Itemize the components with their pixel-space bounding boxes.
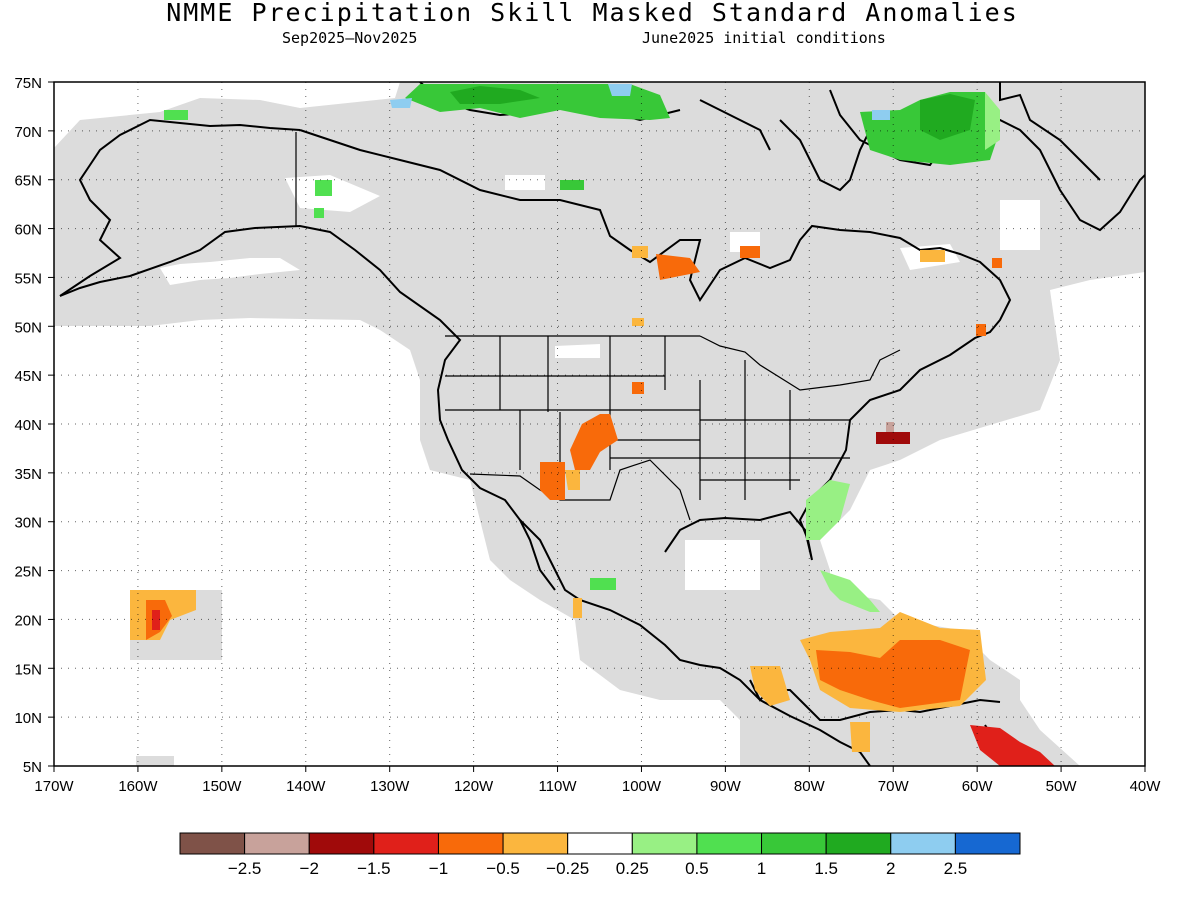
- greenland-wet-core: [920, 94, 975, 140]
- mid-atlantic-dry: [876, 432, 910, 444]
- lon-label: 60W: [962, 778, 994, 795]
- legend-swatch: [825, 832, 892, 855]
- mexico-wet: [590, 578, 616, 590]
- color-legend: −2.5 −2 −1.5 −1 −0.5 −0.25 0.25 0.5 1 1.5 2 2.5: [179, 832, 1021, 878]
- lon-label: 40W: [1130, 778, 1162, 795]
- season-label: Sep2025—Nov2025: [282, 29, 418, 47]
- arctic-ice-blue: [608, 84, 632, 96]
- legend-label: 2.5: [944, 859, 968, 878]
- lat-label: 25N: [14, 564, 42, 581]
- lat-label: 40N: [14, 417, 42, 434]
- lat-label: 75N: [14, 75, 42, 92]
- quebec-dry: [920, 250, 945, 262]
- panama-dry: [850, 722, 870, 752]
- manitoba-dry: [632, 318, 644, 326]
- lon-label: 110W: [538, 778, 577, 795]
- lon-label: 160W: [118, 778, 158, 795]
- legend-label: −0.25: [546, 859, 589, 878]
- lat-label: 35N: [14, 466, 42, 483]
- arctic-canada-wet-core: [450, 86, 540, 104]
- legend-swatch: [954, 832, 1021, 855]
- lat-label: 30N: [14, 515, 42, 532]
- legend-swatch: [244, 832, 310, 855]
- lon-label: 80W: [794, 778, 826, 795]
- lon-label: 130W: [370, 778, 410, 795]
- arctic-ice-blue-2: [390, 98, 412, 108]
- legend-swatch: [567, 832, 633, 855]
- yukon-wet: [315, 180, 332, 196]
- lon-label: 170W: [34, 778, 74, 795]
- southeast-us-wet: [806, 480, 850, 540]
- legend-label: 0.5: [685, 859, 709, 878]
- dakota-dry: [632, 382, 644, 394]
- hudson-dry: [656, 254, 700, 280]
- caribbean-dry-core: [816, 640, 970, 708]
- alaska-wet-1: [164, 110, 188, 120]
- lon-label: 120W: [454, 778, 494, 795]
- greenland-wet-light: [985, 92, 1000, 150]
- central-america-dry: [750, 666, 790, 706]
- anomaly-layer: [130, 84, 1055, 766]
- lat-label: 5N: [23, 759, 42, 776]
- legend-swatch: [373, 832, 439, 855]
- mexico-dry: [573, 598, 582, 618]
- political-borders: [295, 132, 901, 521]
- ontario-dry: [740, 246, 760, 258]
- lon-label: 70W: [878, 778, 910, 795]
- map-title: NMME Precipitation Skill Masked Standard…: [166, 0, 1019, 27]
- lat-label: 70N: [14, 124, 42, 141]
- southwest-us-dry: [570, 414, 618, 470]
- southwest-us-light: [565, 470, 580, 490]
- legend-label: 1.5: [814, 859, 838, 878]
- legend-label: 2: [886, 859, 895, 878]
- hudson-wet: [560, 180, 584, 190]
- newfoundland-dry: [976, 324, 986, 336]
- legend-swatch: [308, 832, 375, 855]
- lon-label: 100W: [622, 778, 662, 795]
- hawaii-very-dry: [152, 610, 160, 630]
- southwest-us-dry-2: [540, 462, 565, 500]
- greenland-ice: [872, 110, 890, 120]
- labrador-dry: [992, 258, 1002, 268]
- caribbean-wet: [820, 570, 880, 612]
- legend-label: −1: [429, 859, 448, 878]
- yukon-wet-2: [314, 208, 324, 218]
- lat-label: 15N: [14, 661, 42, 678]
- legend-label: −2.5: [228, 859, 262, 878]
- legend-swatch: [437, 832, 504, 855]
- legend-swatch: [761, 832, 827, 855]
- legend-swatch: [890, 832, 956, 855]
- legend-swatch: [179, 832, 246, 855]
- legend-swatch: [502, 832, 569, 855]
- lat-label: 10N: [14, 710, 42, 727]
- lat-label: 50N: [14, 319, 42, 336]
- hudson-dry-2: [632, 246, 648, 258]
- legend-label: 0.25: [616, 859, 649, 878]
- legend-label: −0.5: [486, 859, 520, 878]
- lat-label: 45N: [14, 368, 42, 385]
- venezuela-very-dry: [970, 725, 1055, 766]
- lon-label: 150W: [202, 778, 242, 795]
- legend-label: 1: [757, 859, 766, 878]
- legend-swatch: [696, 832, 763, 855]
- lat-label: 65N: [14, 173, 42, 190]
- latitude-labels: 75N 70N 65N 60N 55N 50N 45N 40N 35N 30N 25N 20N 15N 1…: [14, 75, 54, 776]
- unmasked-holes: [160, 175, 1040, 590]
- lat-label: 55N: [14, 270, 42, 287]
- legend-label: −1.5: [357, 859, 391, 878]
- lon-label: 140W: [286, 778, 326, 795]
- longitude-labels: 170W 160W 150W 140W 130W 120W 110W 100W 90W 80W 70…: [34, 766, 1161, 795]
- legend-swatch: [631, 832, 698, 855]
- lat-label: 20N: [14, 612, 42, 629]
- legend-label: −2: [300, 859, 319, 878]
- initial-conditions-label: June2025 initial conditions: [642, 29, 886, 47]
- lat-label: 60N: [14, 222, 42, 239]
- lon-label: 50W: [1046, 778, 1078, 795]
- lon-label: 90W: [710, 778, 742, 795]
